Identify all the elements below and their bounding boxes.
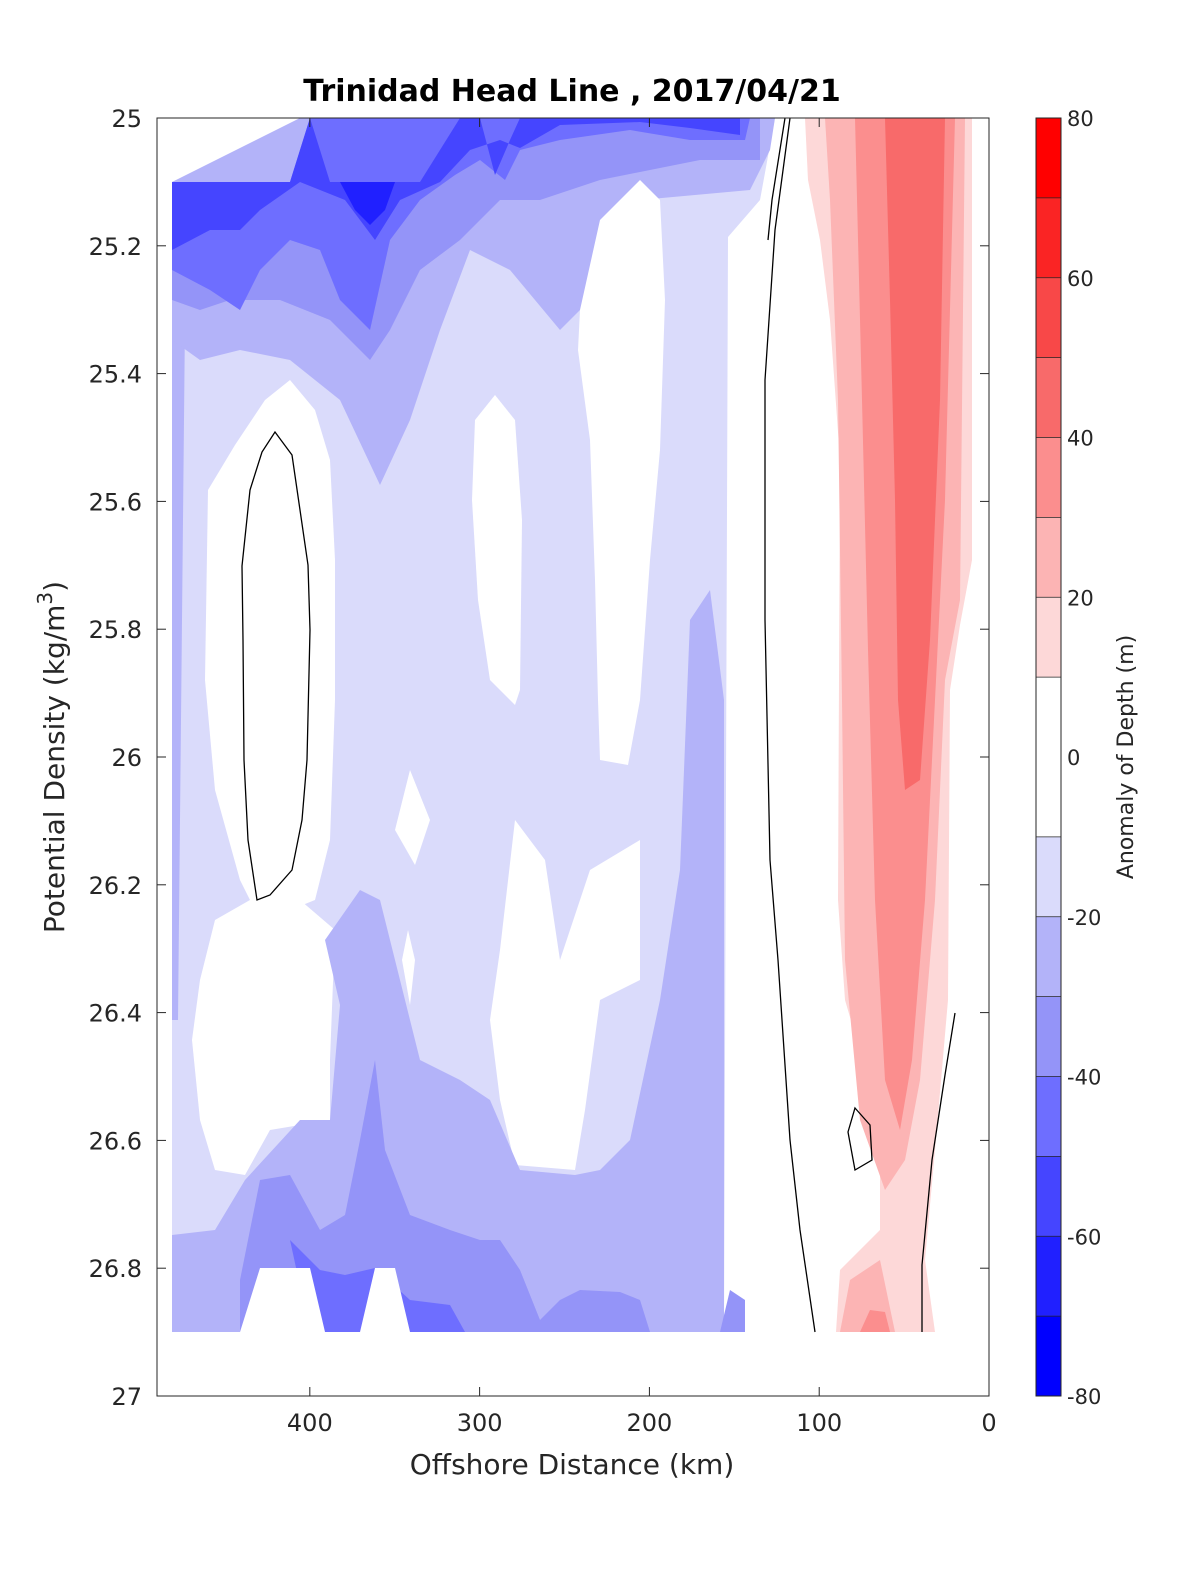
y-tick-label: 25.6 bbox=[89, 488, 142, 516]
contour-region-zero-coastal-band bbox=[765, 118, 880, 1332]
contour-region-bottom-salmon bbox=[860, 1310, 890, 1332]
colorbar-label: Anomaly of Depth (m) bbox=[1114, 635, 1139, 879]
colorbar-segment bbox=[1036, 836, 1061, 917]
colorbar-segment bbox=[1036, 1156, 1061, 1237]
colorbar-tick-label: 80 bbox=[1067, 107, 1094, 131]
contour-region-zero-small-right bbox=[818, 1055, 830, 1120]
contour-region-lower-blue bbox=[172, 590, 724, 1332]
colorbar-tick-label: 60 bbox=[1067, 267, 1094, 291]
colorbar-segment bbox=[1036, 277, 1061, 358]
colorbar-segment bbox=[1036, 1316, 1061, 1396]
colorbar-tick-label: -80 bbox=[1067, 1385, 1101, 1409]
contour-region-lower-hole-2 bbox=[360, 1268, 410, 1332]
y-tick-label: 26.6 bbox=[89, 1127, 142, 1155]
colorbar-segment bbox=[1036, 357, 1061, 438]
zero-contour-line-coastal bbox=[764, 118, 816, 1333]
contour-region-right-blue-strip bbox=[720, 1290, 745, 1332]
colorbar-segment bbox=[1036, 197, 1061, 278]
x-tick-label: 0 bbox=[981, 1409, 996, 1437]
colorbar: 80 60 40 20 0 -20 -40 -60 -80 bbox=[1035, 107, 1101, 1409]
contour-region-lower-mid-blue bbox=[240, 1060, 650, 1332]
y-axis: 25 25.2 25.4 25.6 25.8 26 26.2 26.4 26.6 26.8 27 bbox=[89, 105, 989, 1411]
colorbar-segment bbox=[1036, 916, 1061, 997]
contour-region-blue-left-edge bbox=[172, 300, 185, 1020]
colorbar-segment bbox=[1036, 118, 1061, 198]
y-axis-label-superscript: 3 bbox=[33, 592, 57, 605]
colorbar-segment bbox=[1036, 517, 1061, 598]
colorbar-segment bbox=[1036, 1076, 1061, 1157]
colorbar-tick-label: -40 bbox=[1067, 1066, 1101, 1090]
contour-region-zero-left-top bbox=[205, 380, 335, 920]
y-tick-label: 26.4 bbox=[89, 1000, 142, 1028]
contour-region-zero-center-3 bbox=[490, 820, 640, 1170]
y-tick-label: 26.2 bbox=[89, 872, 142, 900]
x-axis: 400 300 200 100 0 bbox=[287, 118, 997, 1437]
colorbar-segment bbox=[1036, 996, 1061, 1077]
colorbar-segment bbox=[1036, 437, 1061, 518]
x-axis-label: Offshore Distance (km) bbox=[410, 1448, 735, 1481]
y-axis-label: Potential Density (kg/m bbox=[38, 605, 71, 934]
x-tick-label: 300 bbox=[457, 1409, 503, 1437]
x-tick-label: 100 bbox=[796, 1409, 842, 1437]
contour-region-zero-small-1 bbox=[395, 770, 430, 865]
contour-region-zero-center-1 bbox=[472, 395, 522, 705]
contour-region-strong-blue bbox=[340, 182, 395, 225]
plot-area bbox=[156, 117, 990, 1397]
colorbar-tick-label: -60 bbox=[1067, 1225, 1101, 1249]
chart-title: Trinidad Head Line , 2017/04/21 bbox=[303, 74, 840, 109]
zero-contour-line-inner bbox=[767, 118, 786, 241]
colorbar-tick-label: 40 bbox=[1067, 427, 1094, 451]
x-tick-label: 400 bbox=[287, 1409, 333, 1437]
colorbar-segment bbox=[1036, 677, 1061, 837]
y-axis-label-group: Potential Density (kg/m3) bbox=[33, 581, 71, 933]
contour-region-lower-hole-1 bbox=[240, 1268, 325, 1332]
zero-contour-line-small bbox=[847, 1106, 873, 1172]
y-tick-label: 25.8 bbox=[89, 616, 142, 644]
contour-fill bbox=[172, 118, 972, 1333]
contour-region-zero-small-2 bbox=[402, 930, 415, 1005]
contour-region-zero-left-bottom bbox=[192, 900, 335, 1175]
y-tick-label: 25 bbox=[111, 105, 142, 133]
colorbar-tick-label: 0 bbox=[1067, 746, 1080, 770]
x-tick-label: 200 bbox=[627, 1409, 673, 1437]
contour-region-zero-center-2 bbox=[578, 180, 665, 765]
y-tick-label: 26.8 bbox=[89, 1255, 142, 1283]
y-tick-label: 26 bbox=[111, 744, 142, 772]
colorbar-tick-label: 20 bbox=[1067, 586, 1094, 610]
colorbar-segment bbox=[1036, 597, 1061, 678]
y-axis-label-close: ) bbox=[38, 581, 71, 592]
colorbar-segment bbox=[1036, 1236, 1061, 1317]
y-tick-label: 25.4 bbox=[89, 361, 142, 389]
zero-contour-line-nearshore bbox=[921, 1012, 956, 1332]
y-tick-label: 25.2 bbox=[89, 233, 142, 261]
y-tick-label: 27 bbox=[111, 1383, 142, 1411]
contour-region-red bbox=[885, 118, 945, 790]
zero-contour-line-left bbox=[241, 430, 311, 901]
colorbar-tick-label: -20 bbox=[1067, 906, 1101, 930]
contour-region-darker-blue bbox=[172, 118, 740, 250]
